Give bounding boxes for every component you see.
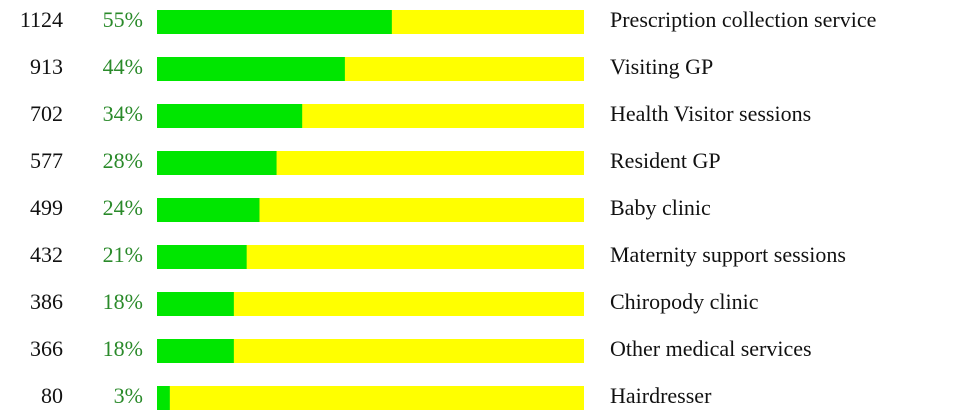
bar — [157, 151, 277, 175]
percent-label: 21% — [103, 242, 143, 267]
percent-label: 44% — [103, 54, 143, 79]
count: 432 — [30, 242, 63, 267]
category-label: Hairdresser — [610, 383, 712, 408]
bar — [157, 198, 260, 222]
bar — [157, 292, 234, 316]
bar — [157, 339, 234, 363]
count: 913 — [30, 54, 63, 79]
category-label: Visiting GP — [610, 54, 713, 79]
category-label: Prescription collection service — [610, 7, 876, 32]
bar — [157, 104, 303, 128]
count: 577 — [30, 148, 63, 173]
bar — [157, 10, 392, 34]
percent-label: 28% — [103, 148, 143, 173]
count: 1124 — [20, 7, 63, 32]
category-label: Other medical services — [610, 336, 812, 361]
bar — [157, 245, 247, 269]
percent-label: 55% — [103, 7, 143, 32]
category-label: Chiropody clinic — [610, 289, 759, 314]
count: 366 — [30, 336, 63, 361]
percent-label: 18% — [103, 289, 143, 314]
count: 499 — [30, 195, 63, 220]
percent-label: 24% — [103, 195, 143, 220]
bar — [157, 386, 170, 410]
percent-label: 34% — [103, 101, 143, 126]
category-label: Maternity support sessions — [610, 242, 846, 267]
bar — [157, 57, 345, 81]
category-label: Health Visitor sessions — [610, 101, 811, 126]
category-label: Baby clinic — [610, 195, 711, 220]
count: 386 — [30, 289, 63, 314]
count: 702 — [30, 101, 63, 126]
percent-label: 3% — [114, 383, 143, 408]
count: 80 — [41, 383, 63, 408]
category-label: Resident GP — [610, 148, 721, 173]
percent-label: 18% — [103, 336, 143, 361]
bar-track — [157, 386, 584, 410]
